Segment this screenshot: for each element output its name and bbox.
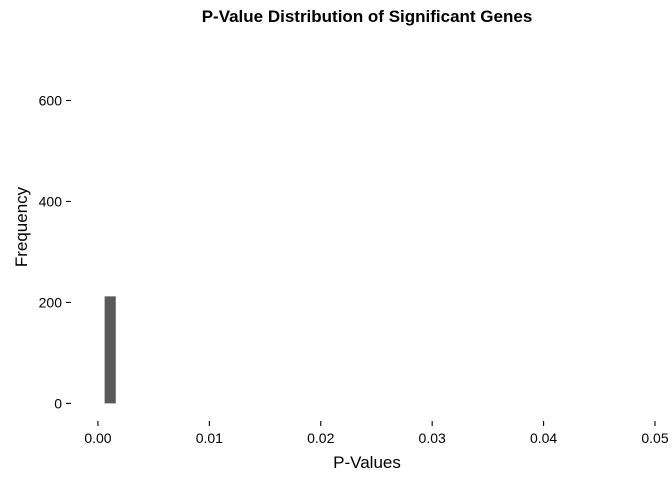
y-tick-label: 200	[39, 294, 63, 310]
x-tick-label: 0.02	[307, 430, 334, 446]
x-tick-label: 0.04	[530, 430, 557, 446]
x-axis: 0.00 0.01 0.02 0.03 0.04 0.05	[84, 421, 669, 446]
y-tick-label: 600	[39, 92, 63, 108]
chart-title: P-Value Distribution of Significant Gene…	[202, 7, 533, 26]
y-tick-label: 400	[39, 193, 63, 209]
y-tick-label: 0	[54, 395, 62, 411]
y-axis-label: Frequency	[12, 186, 31, 267]
x-tick-label: 0.05	[641, 430, 668, 446]
histogram-bar	[104, 296, 116, 404]
x-tick-label: 0.01	[196, 430, 223, 446]
bars-layer	[104, 296, 116, 404]
x-tick-label: 0.03	[419, 430, 446, 446]
x-axis-label: P-Values	[333, 453, 401, 472]
x-tick-label: 0.00	[84, 430, 111, 446]
y-axis: 0 200 400 600	[39, 92, 71, 411]
